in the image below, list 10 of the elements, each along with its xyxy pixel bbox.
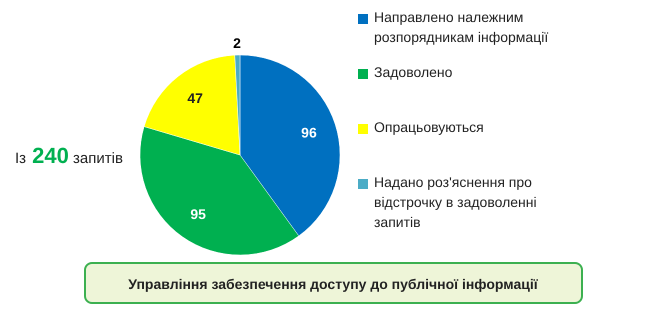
legend-label: Задоволено: [374, 64, 453, 80]
text: Управління забезпечення доступу до публічної інформації: [128, 276, 539, 292]
data-label: 2: [233, 35, 242, 52]
text: Із 240 запитів: [15, 143, 123, 168]
legend-label: Опрацьовуються: [374, 119, 484, 135]
legend-label: Направлено належним розпорядникам інформації: [374, 9, 548, 45]
data-label: 47: [187, 90, 204, 106]
legend-label: Надано роз'яснення про відстрочку в задоволенні запитів: [374, 174, 537, 230]
data-label: 95: [190, 206, 206, 222]
data-label: 96: [301, 124, 317, 141]
